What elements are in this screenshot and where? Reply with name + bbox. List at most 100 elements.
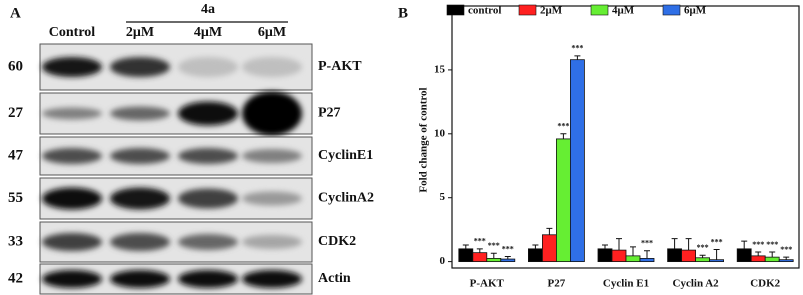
y-tick-label: 5 xyxy=(440,191,446,203)
blot-band xyxy=(42,233,102,251)
blot-band xyxy=(110,148,170,164)
molecular-weight: 60 xyxy=(8,58,23,74)
error-bar xyxy=(490,252,497,259)
blot-band xyxy=(178,57,238,77)
blot-band xyxy=(42,187,102,210)
bar xyxy=(709,259,724,263)
blot-band xyxy=(42,57,102,77)
error-bar xyxy=(546,227,553,235)
bar xyxy=(681,249,696,263)
bar xyxy=(736,248,752,263)
bar xyxy=(486,258,502,263)
panel-label: A xyxy=(10,5,21,21)
y-tick-label: 10 xyxy=(434,127,446,139)
error-bar xyxy=(755,251,762,256)
blot-band xyxy=(110,106,170,121)
significance-label: *** xyxy=(571,44,583,53)
plot-frame xyxy=(451,5,800,269)
significance-label: *** xyxy=(766,240,778,249)
blot-band xyxy=(110,270,170,288)
blot-band xyxy=(178,148,238,164)
blot-band xyxy=(110,233,170,251)
protein-label: Actin xyxy=(318,271,351,286)
treatment-label: 4a xyxy=(201,2,215,17)
bar xyxy=(611,249,627,263)
bar xyxy=(764,256,780,263)
blot-band xyxy=(242,57,302,77)
legend-label: control xyxy=(468,5,501,17)
bar xyxy=(750,255,766,263)
x-tick-label: P-AKT xyxy=(470,278,505,290)
panel-label: B xyxy=(398,5,408,21)
significance-label: *** xyxy=(502,244,514,253)
y-tick-label: 0 xyxy=(440,255,446,267)
legend-label: 4μM xyxy=(612,5,635,17)
x-tick-label: Cyclin A2 xyxy=(673,278,720,290)
x-tick-label: P27 xyxy=(548,278,566,290)
significance-label: *** xyxy=(488,241,500,250)
bar xyxy=(500,258,516,263)
legend-swatch xyxy=(446,4,465,16)
blot-band xyxy=(178,188,238,209)
x-tick-label: CDK2 xyxy=(750,278,780,290)
protein-label: CyclinA2 xyxy=(318,191,374,206)
error-bar xyxy=(462,244,469,249)
error-bar xyxy=(476,248,483,253)
protein-label: P27 xyxy=(318,106,341,121)
legend-swatch xyxy=(662,4,681,16)
protein-label: CyclinE1 xyxy=(318,148,373,163)
error-bar xyxy=(741,240,748,249)
protein-label: P-AKT xyxy=(318,59,362,74)
y-axis-label: Fold change of control xyxy=(418,87,430,192)
bar xyxy=(556,138,571,263)
molecular-weight: 33 xyxy=(8,233,23,249)
bar xyxy=(639,258,655,263)
significance-label: *** xyxy=(557,122,569,131)
significance-label: *** xyxy=(474,237,486,246)
blot-band xyxy=(178,234,238,250)
protein-label: CDK2 xyxy=(318,234,356,249)
blot-band xyxy=(242,235,302,249)
significance-label: *** xyxy=(641,239,653,248)
blot-band xyxy=(242,91,302,136)
blot-band xyxy=(110,57,170,77)
molecular-weight: 27 xyxy=(8,105,24,121)
bar xyxy=(695,257,710,263)
error-bar xyxy=(574,55,581,60)
lane-label: 6μM xyxy=(258,25,286,40)
significance-label: *** xyxy=(780,245,792,254)
bar xyxy=(778,259,794,263)
error-bar xyxy=(671,238,678,249)
error-bar xyxy=(630,246,636,256)
molecular-weight: 47 xyxy=(8,147,24,163)
error-bar xyxy=(504,255,511,260)
error-bar xyxy=(560,133,567,139)
blot-band xyxy=(242,149,302,163)
x-tick-label: Cyclin E1 xyxy=(603,278,649,290)
error-bar xyxy=(602,244,608,249)
error-bar xyxy=(685,238,692,251)
bar xyxy=(625,255,641,263)
error-bar xyxy=(644,250,650,259)
error-bar xyxy=(699,254,706,258)
bar xyxy=(472,252,488,263)
molecular-weight: 55 xyxy=(8,190,23,206)
error-bar xyxy=(616,238,622,251)
error-bar xyxy=(783,256,790,260)
error-bar xyxy=(769,251,776,258)
y-tick-label: 15 xyxy=(434,63,446,75)
blot-band xyxy=(42,148,102,164)
bar xyxy=(458,248,474,263)
legend-label: 2μM xyxy=(540,5,563,17)
blot-band xyxy=(178,101,238,126)
legend-swatch xyxy=(518,4,537,16)
bar xyxy=(542,234,557,263)
lane-label: Control xyxy=(49,25,96,40)
molecular-weight: 42 xyxy=(8,270,23,286)
significance-label: *** xyxy=(697,243,709,252)
blot-band xyxy=(242,270,302,288)
lane-label: 4μM xyxy=(194,25,222,40)
legend-label: 6μM xyxy=(684,5,707,17)
legend-swatch xyxy=(590,4,609,16)
